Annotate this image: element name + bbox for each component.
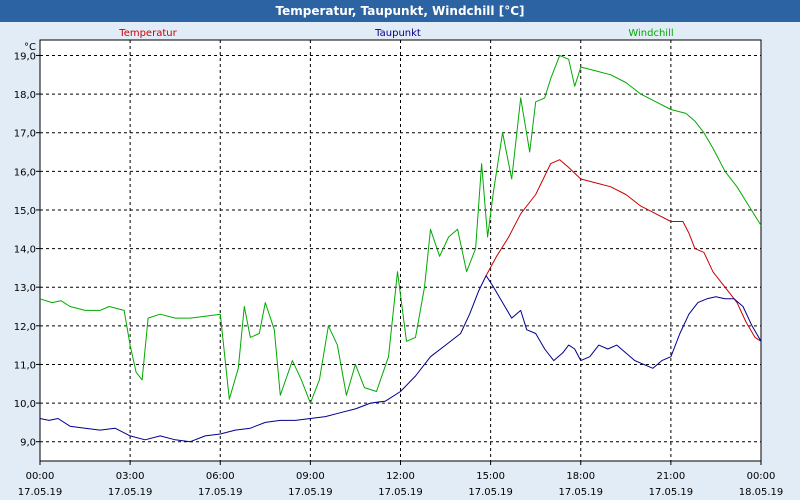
y-tick-label: 14,0 xyxy=(14,245,36,256)
y-tick-label: 19,0 xyxy=(14,51,36,62)
x-tick-date-label: 17.05.19 xyxy=(649,487,694,498)
legend-item-windchill: Windchill xyxy=(628,28,673,39)
x-tick-time-label: 03:00 xyxy=(116,471,145,482)
x-tick-time-label: 15:00 xyxy=(476,471,505,482)
tick-layer: 9,0 10,0 11,0 12,0 13,0 14,0 15,0 16,0 17,0 18,0 1… xyxy=(14,51,784,498)
x-tick-time-label: 09:00 xyxy=(296,471,325,482)
x-tick-date-label: 18.05.19 xyxy=(739,487,784,498)
chart-title: Temperatur, Taupunkt, Windchill [°C] xyxy=(0,0,800,22)
legend-item-temperatur: Temperatur xyxy=(118,28,177,39)
y-tick-label: 16,0 xyxy=(14,167,36,178)
x-tick-time-label: 00:00 xyxy=(26,471,55,482)
x-tick-date-label: 17.05.19 xyxy=(468,487,513,498)
y-tick-label: 17,0 xyxy=(14,129,36,140)
x-tick-time-label: 00:00 xyxy=(747,471,776,482)
x-tick-date-label: 17.05.19 xyxy=(558,487,603,498)
series-line-temperatur xyxy=(485,159,762,342)
x-tick-date-label: 17.05.19 xyxy=(108,487,153,498)
x-tick-time-label: 18:00 xyxy=(566,471,595,482)
series-layer xyxy=(39,54,762,443)
x-tick-date-label: 17.05.19 xyxy=(288,487,333,498)
y-tick-label: 13,0 xyxy=(14,283,36,294)
legend-item-taupunkt: Taupunkt xyxy=(374,28,421,39)
legend: Temperatur Taupunkt Windchill xyxy=(118,28,673,39)
grid-layer xyxy=(40,40,761,461)
line-chart: 9,0 10,0 11,0 12,0 13,0 14,0 15,0 16,0 17,0 18,0 1… xyxy=(14,28,784,498)
x-tick-date-label: 17.05.19 xyxy=(378,487,423,498)
y-tick-label: 10,0 xyxy=(14,399,36,410)
chart-frame: 9,0 10,0 11,0 12,0 13,0 14,0 15,0 16,0 17,0 18,0 1… xyxy=(0,22,800,500)
y-tick-label: 11,0 xyxy=(14,360,36,371)
y-tick-label: 15,0 xyxy=(14,206,36,217)
y-axis-unit: °C xyxy=(24,42,36,53)
y-tick-label: 12,0 xyxy=(14,322,36,333)
x-tick-date-label: 17.05.19 xyxy=(198,487,243,498)
x-tick-time-label: 12:00 xyxy=(386,471,415,482)
series-line-windchill xyxy=(39,54,762,404)
y-tick-label: 18,0 xyxy=(14,90,36,101)
x-tick-time-label: 06:00 xyxy=(206,471,235,482)
y-tick-label: 9,0 xyxy=(20,438,36,449)
x-tick-time-label: 21:00 xyxy=(656,471,685,482)
x-tick-date-label: 17.05.19 xyxy=(18,487,63,498)
series-line-taupunkt xyxy=(39,275,762,443)
